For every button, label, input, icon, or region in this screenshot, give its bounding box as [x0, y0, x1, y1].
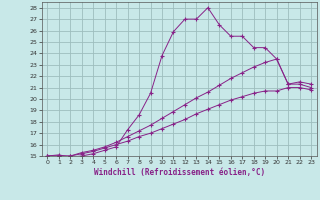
- X-axis label: Windchill (Refroidissement éolien,°C): Windchill (Refroidissement éolien,°C): [94, 168, 265, 177]
